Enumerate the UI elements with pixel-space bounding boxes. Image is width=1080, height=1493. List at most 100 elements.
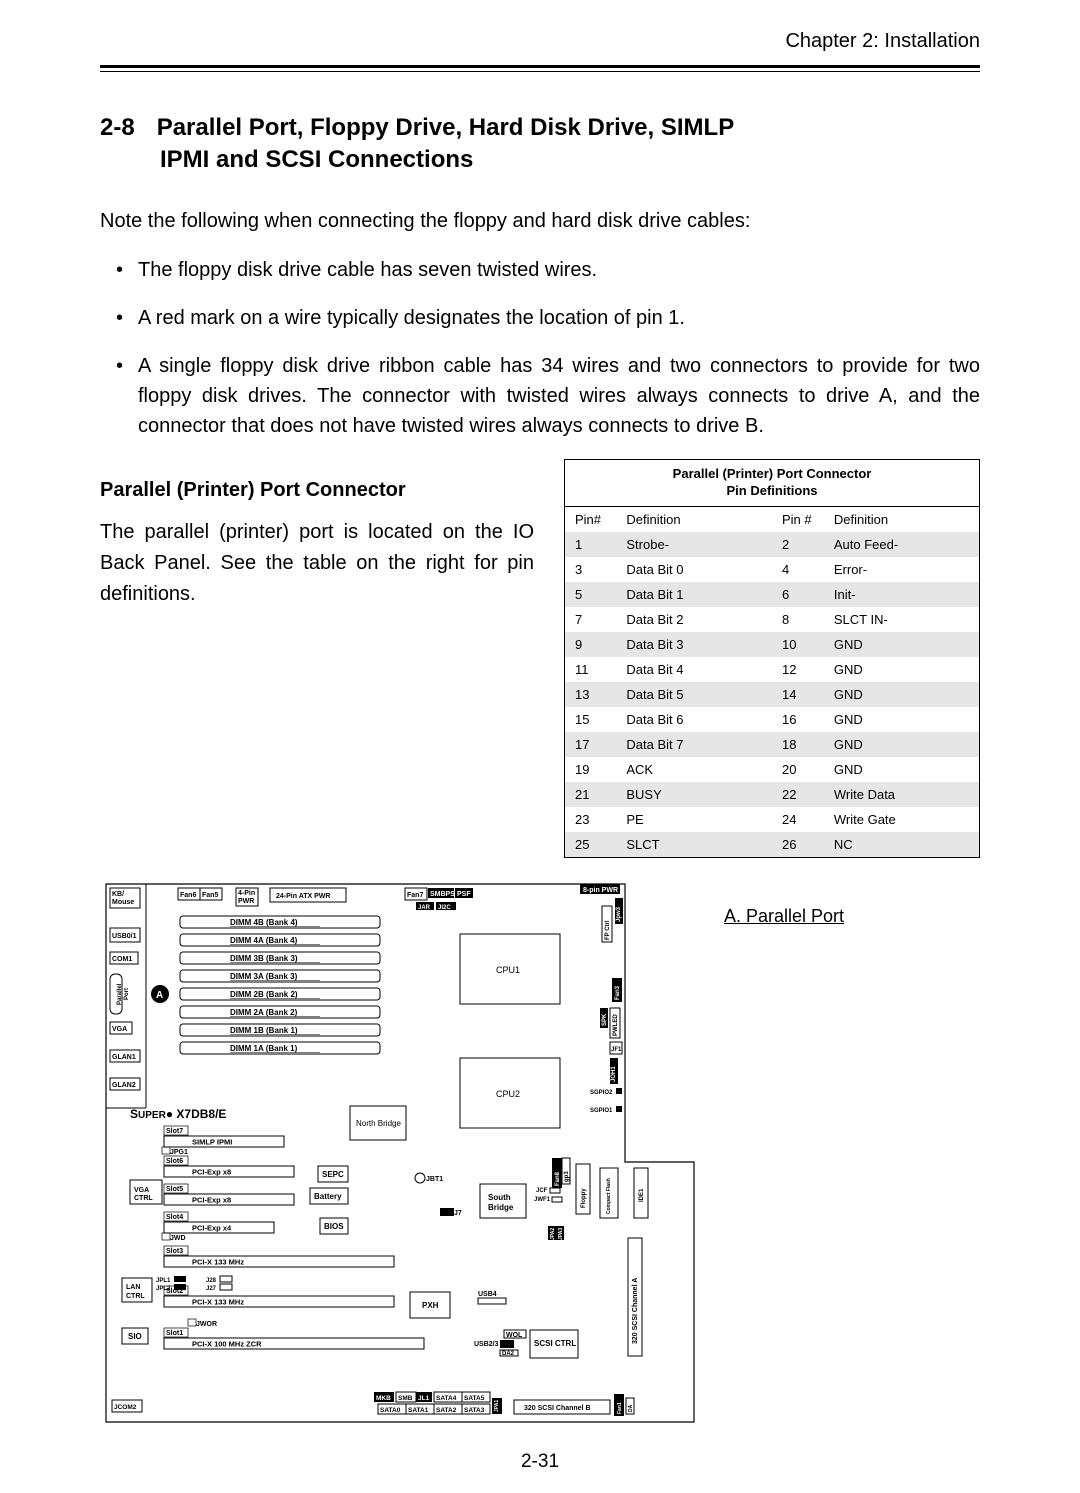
pin-table-cell: 17 bbox=[565, 732, 617, 757]
svg-text:DIMM 4A (Bank 4): DIMM 4A (Bank 4) bbox=[230, 936, 298, 945]
pin-table-cell: Data Bit 7 bbox=[616, 732, 772, 757]
pin-table-cell: 9 bbox=[565, 632, 617, 657]
svg-text:JPA2: JPA2 bbox=[550, 1227, 556, 1239]
pin-table-cell: 7 bbox=[565, 607, 617, 632]
pin-table-cell: GND bbox=[824, 707, 980, 732]
svg-text:4-Pin: 4-Pin bbox=[238, 890, 255, 897]
svg-text:JWF1: JWF1 bbox=[534, 1197, 551, 1203]
svg-text:Parallel: Parallel bbox=[117, 983, 123, 1005]
svg-text:SATA4: SATA4 bbox=[436, 1395, 457, 1402]
svg-text:DA2: DA2 bbox=[502, 1351, 515, 1357]
pin-table-row: 3Data Bit 04Error- bbox=[565, 557, 980, 582]
svg-text:PCI-X 133 MHz: PCI-X 133 MHz bbox=[192, 1257, 244, 1266]
pin-table-row: 11Data Bit 412GND bbox=[565, 657, 980, 682]
pin-table-row: 5Data Bit 16Init- bbox=[565, 582, 980, 607]
svg-text:PXH: PXH bbox=[422, 1301, 439, 1310]
svg-text:PWLED: PWLED bbox=[613, 1013, 619, 1035]
svg-text:GLAN1: GLAN1 bbox=[112, 1054, 136, 1061]
svg-text:Bridge: Bridge bbox=[488, 1203, 514, 1212]
pin-table-cell: Data Bit 3 bbox=[616, 632, 772, 657]
svg-text:JPA3: JPA3 bbox=[558, 1227, 564, 1239]
svg-text:Fan6: Fan6 bbox=[180, 892, 196, 899]
pin-table-header: Definition bbox=[824, 506, 980, 532]
svg-text:DIMM 2A (Bank 2): DIMM 2A (Bank 2) bbox=[230, 1008, 298, 1017]
diagram-legend-a: A. Parallel Port bbox=[724, 906, 844, 927]
svg-text:SATA0: SATA0 bbox=[380, 1407, 401, 1414]
pin-table-cell: Init- bbox=[824, 582, 980, 607]
svg-text:CTRL: CTRL bbox=[126, 1293, 145, 1300]
svg-text:CPU2: CPU2 bbox=[496, 1089, 520, 1099]
svg-text:Fan5: Fan5 bbox=[202, 892, 218, 899]
svg-text:North Bridge: North Bridge bbox=[356, 1119, 401, 1128]
svg-text:SGPIO2: SGPIO2 bbox=[590, 1090, 613, 1096]
chapter-header: Chapter 2: Installation bbox=[100, 30, 980, 61]
svg-text:WOL: WOL bbox=[506, 1332, 523, 1339]
svg-text:A: A bbox=[156, 990, 163, 1001]
pin-table-cell: 14 bbox=[772, 682, 824, 707]
svg-text:JPA1: JPA1 bbox=[494, 1399, 500, 1411]
pin-table-cell: 8 bbox=[772, 607, 824, 632]
svg-text:320 SCSI Channel B: 320 SCSI Channel B bbox=[524, 1405, 591, 1412]
svg-text:JOH1: JOH1 bbox=[611, 1065, 617, 1081]
svg-text:JPL2: JPL2 bbox=[156, 1286, 171, 1292]
svg-text:DIMM 3A (Bank 3): DIMM 3A (Bank 3) bbox=[230, 972, 298, 981]
pin-table-cell: GND bbox=[824, 657, 980, 682]
bullet-item: A red mark on a wire typically designate… bbox=[100, 303, 980, 333]
page-number: 2-31 bbox=[100, 1451, 980, 1473]
pin-table-cell: GND bbox=[824, 632, 980, 657]
svg-text:Slot4: Slot4 bbox=[166, 1214, 183, 1221]
svg-text:IDE1: IDE1 bbox=[639, 1188, 645, 1202]
pin-table-row: 15Data Bit 616GND bbox=[565, 707, 980, 732]
svg-text:SCSI CTRL: SCSI CTRL bbox=[534, 1339, 576, 1348]
svg-text:JPG1: JPG1 bbox=[170, 1149, 188, 1156]
svg-text:Slot1: Slot1 bbox=[166, 1330, 183, 1337]
svg-text:Slot7: Slot7 bbox=[166, 1128, 183, 1135]
svg-text:JAR: JAR bbox=[418, 905, 431, 911]
pin-table-cell: 4 bbox=[772, 557, 824, 582]
svg-text:SATA3: SATA3 bbox=[464, 1407, 485, 1414]
svg-text:DIMM 1A (Bank 1): DIMM 1A (Bank 1) bbox=[230, 1044, 298, 1053]
svg-text:VGA: VGA bbox=[112, 1026, 127, 1033]
svg-text:J7: J7 bbox=[454, 1210, 462, 1217]
svg-text:DIMM 3B (Bank 3): DIMM 3B (Bank 3) bbox=[230, 954, 298, 963]
svg-text:Slot6: Slot6 bbox=[166, 1158, 183, 1165]
intro-note: Note the following when connecting the f… bbox=[100, 207, 980, 235]
svg-text:GLAN2: GLAN2 bbox=[112, 1082, 136, 1089]
pin-table-cell: 13 bbox=[565, 682, 617, 707]
svg-text:SEPC: SEPC bbox=[322, 1170, 344, 1179]
svg-text:J28: J28 bbox=[206, 1278, 217, 1284]
pin-table-row: 25SLCT26NC bbox=[565, 832, 980, 858]
svg-text:Jpw3: Jpw3 bbox=[616, 906, 622, 922]
pin-table-header-row: Pin# Definition Pin # Definition bbox=[565, 506, 980, 532]
svg-text:SATA2: SATA2 bbox=[436, 1407, 457, 1414]
svg-text:Fan1: Fan1 bbox=[617, 1402, 623, 1414]
pin-table-cell: 2 bbox=[772, 532, 824, 557]
pin-table-cell: 20 bbox=[772, 757, 824, 782]
svg-text:24-Pin ATX PWR: 24-Pin ATX PWR bbox=[276, 893, 330, 900]
svg-text:DIMM 1B (Bank 1): DIMM 1B (Bank 1) bbox=[230, 1026, 298, 1035]
pin-table-cell: Data Bit 4 bbox=[616, 657, 772, 682]
svg-text:Port: Port bbox=[124, 988, 130, 1000]
section-title: 2-8Parallel Port, Floppy Drive, Hard Dis… bbox=[100, 112, 980, 177]
pin-table-cell: 25 bbox=[565, 832, 617, 858]
pin-table-cell: 11 bbox=[565, 657, 617, 682]
pin-table-cell: GND bbox=[824, 682, 980, 707]
pin-table-cell: GND bbox=[824, 732, 980, 757]
svg-text:PCI-Exp x4: PCI-Exp x4 bbox=[192, 1223, 232, 1232]
pin-table-row: 23PE24Write Gate bbox=[565, 807, 980, 832]
pin-table-caption: Parallel (Printer) Port Connector Pin De… bbox=[564, 459, 980, 506]
pin-table-cell: PE bbox=[616, 807, 772, 832]
svg-text:SATA1: SATA1 bbox=[408, 1407, 429, 1414]
subsection-heading: Parallel (Printer) Port Connector bbox=[100, 477, 534, 503]
bullet-item: The floppy disk drive cable has seven tw… bbox=[100, 255, 980, 285]
svg-text:BIOS: BIOS bbox=[324, 1222, 344, 1231]
svg-text:JPL1: JPL1 bbox=[156, 1278, 171, 1284]
pin-table-row: 21BUSY22Write Data bbox=[565, 782, 980, 807]
pin-table-cell: Strobe- bbox=[616, 532, 772, 557]
svg-text:PCI-Exp x8: PCI-Exp x8 bbox=[192, 1167, 231, 1176]
svg-text:gp3: gp3 bbox=[564, 1170, 570, 1181]
pin-table-cell: 21 bbox=[565, 782, 617, 807]
pin-table-cell: GND bbox=[824, 757, 980, 782]
svg-text:SPK: SPK bbox=[602, 1013, 608, 1026]
svg-text:8-pin PWR: 8-pin PWR bbox=[583, 887, 618, 894]
